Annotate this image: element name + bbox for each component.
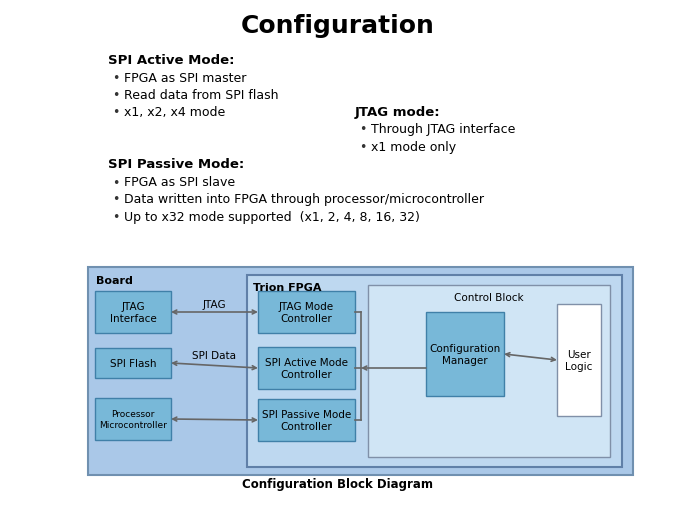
- Text: •: •: [112, 88, 119, 102]
- Bar: [258, 291, 355, 333]
- Text: •: •: [112, 71, 119, 84]
- Text: FPGA as SPI slave: FPGA as SPI slave: [124, 176, 235, 189]
- Text: JTAG
Interface: JTAG Interface: [109, 301, 157, 323]
- Bar: [368, 285, 610, 457]
- Text: SPI Active Mode:: SPI Active Mode:: [108, 54, 234, 66]
- Text: User
Logic: User Logic: [565, 349, 593, 371]
- Text: JTAG Mode
Controller: JTAG Mode Controller: [279, 301, 334, 323]
- Bar: [426, 313, 504, 396]
- Text: Trion FPGA: Trion FPGA: [253, 282, 321, 292]
- Text: Data written into FPGA through processor/microcontroller: Data written into FPGA through processor…: [124, 193, 484, 206]
- Bar: [557, 305, 601, 416]
- Text: FPGA as SPI master: FPGA as SPI master: [124, 71, 246, 84]
- Text: •: •: [359, 123, 367, 136]
- Text: Configuration
Manager: Configuration Manager: [429, 343, 501, 365]
- Text: Read data from SPI flash: Read data from SPI flash: [124, 88, 279, 102]
- Bar: [258, 347, 355, 389]
- Text: Through JTAG interface: Through JTAG interface: [371, 123, 516, 136]
- Bar: [247, 275, 622, 467]
- Text: •: •: [112, 176, 119, 189]
- Text: Up to x32 mode supported  (x1, 2, 4, 8, 16, 32): Up to x32 mode supported (x1, 2, 4, 8, 1…: [124, 210, 420, 223]
- Text: •: •: [112, 210, 119, 223]
- Text: Board: Board: [96, 275, 133, 285]
- Text: JTAG: JTAG: [202, 299, 226, 310]
- Bar: [95, 398, 171, 440]
- Text: x1, x2, x4 mode: x1, x2, x4 mode: [124, 105, 225, 118]
- Text: Control Block: Control Block: [454, 292, 524, 302]
- Text: SPI Active Mode
Controller: SPI Active Mode Controller: [265, 358, 348, 379]
- Text: •: •: [112, 193, 119, 206]
- Text: JTAG mode:: JTAG mode:: [355, 105, 441, 118]
- Bar: [88, 268, 633, 475]
- Text: x1 mode only: x1 mode only: [371, 140, 456, 153]
- Text: SPI Flash: SPI Flash: [110, 358, 156, 368]
- Text: •: •: [112, 105, 119, 118]
- Text: SPI Data: SPI Data: [192, 350, 236, 360]
- Bar: [95, 291, 171, 333]
- Text: Processor
Microcontroller: Processor Microcontroller: [99, 410, 167, 429]
- Bar: [258, 399, 355, 441]
- Text: Configuration Block Diagram: Configuration Block Diagram: [242, 478, 433, 490]
- Text: SPI Passive Mode
Controller: SPI Passive Mode Controller: [262, 410, 351, 431]
- Text: •: •: [359, 140, 367, 153]
- Bar: [95, 348, 171, 378]
- Text: Configuration: Configuration: [240, 14, 435, 38]
- Text: SPI Passive Mode:: SPI Passive Mode:: [108, 158, 244, 171]
